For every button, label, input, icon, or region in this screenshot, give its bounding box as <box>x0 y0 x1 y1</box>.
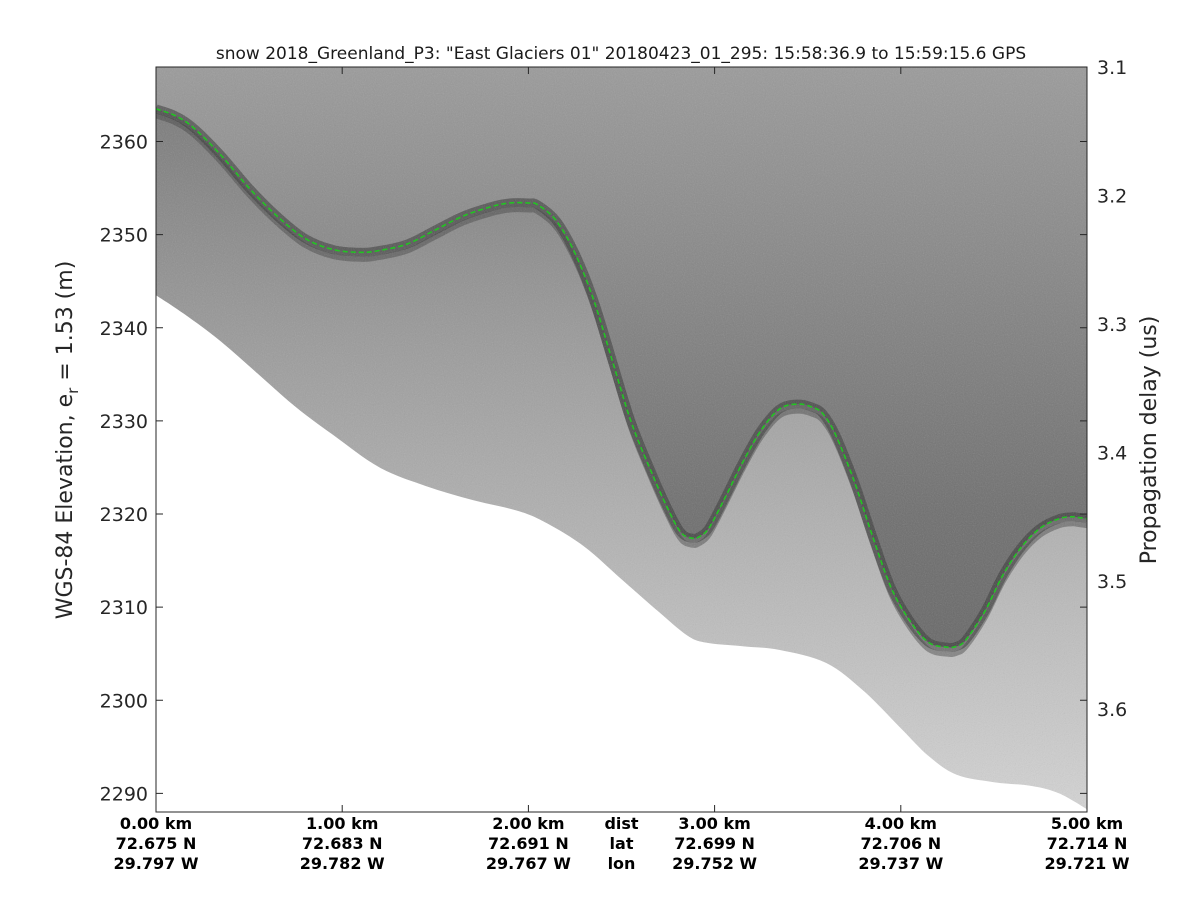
right-y-tick-label: 3.1 <box>1097 57 1127 79</box>
right-y-tick-label: 3.5 <box>1097 571 1127 593</box>
x-tick-lat: 72.714 N <box>1047 834 1128 853</box>
y-tick-label: 2330 <box>100 411 148 433</box>
y-tick-label: 2290 <box>100 783 148 805</box>
y-tick-label: 2360 <box>100 132 148 154</box>
x-tick-lon: 29.782 W <box>300 854 385 873</box>
x-tick-lat: 72.691 N <box>488 834 569 853</box>
x-tick-dist: 5.00 km <box>1051 814 1123 833</box>
x-tick-lon: 29.752 W <box>672 854 757 873</box>
right-y-tick-label: 3.2 <box>1097 185 1127 207</box>
y-tick-label: 2340 <box>100 318 148 340</box>
y-tick-label: 2350 <box>100 225 148 247</box>
series-layer <box>156 108 1087 649</box>
x-tick-dist: 2.00 km <box>492 814 564 833</box>
x-tick-lat: 72.675 N <box>116 834 197 853</box>
x-tick-dist: 4.00 km <box>865 814 937 833</box>
y-tick-label: 2300 <box>100 690 148 712</box>
left-y-axis: 2290 2300 2310 2320 2330 2340 2350 2360 <box>100 132 1087 805</box>
x-tick-lon: 29.797 W <box>114 854 199 873</box>
plot-frame <box>155 66 1088 813</box>
x-row-label-lat: lat <box>610 834 634 853</box>
x-tick-dist: 0.00 km <box>120 814 192 833</box>
x-row-label-dist: dist <box>604 814 638 833</box>
x-tick-lat: 72.699 N <box>674 834 755 853</box>
right-y-tick-label: 3.6 <box>1097 699 1127 721</box>
x-row-label-lon: lon <box>608 854 636 873</box>
x-tick-lon: 29.721 W <box>1045 854 1130 873</box>
y-tick-label: 2310 <box>100 597 148 619</box>
x-tick-dist: 1.00 km <box>306 814 378 833</box>
right-y-axis: 3.1 3.2 3.3 3.4 3.5 3.6 <box>1097 57 1127 721</box>
right-y-tick-label: 3.3 <box>1097 314 1127 336</box>
right-y-axis-label: Propagation delay (us) <box>1137 316 1162 565</box>
chart-title: snow 2018_Greenland_P3: "East Glaciers 0… <box>216 44 1026 64</box>
right-y-tick-label: 3.4 <box>1097 442 1127 464</box>
y-axis-label: WGS-84 Elevation, er = 1.53 (m) <box>53 261 82 620</box>
x-tick-dist: 3.00 km <box>678 814 750 833</box>
plot-area <box>156 67 1087 812</box>
x-tick-lat: 72.706 N <box>860 834 941 853</box>
x-tick-lon: 29.737 W <box>858 854 943 873</box>
x-tick-lon: 29.767 W <box>486 854 571 873</box>
y-tick-label: 2320 <box>100 504 148 526</box>
surface-tracker-line <box>156 108 1087 649</box>
x-tick-lat: 72.683 N <box>302 834 383 853</box>
no-data-region <box>156 295 1087 812</box>
